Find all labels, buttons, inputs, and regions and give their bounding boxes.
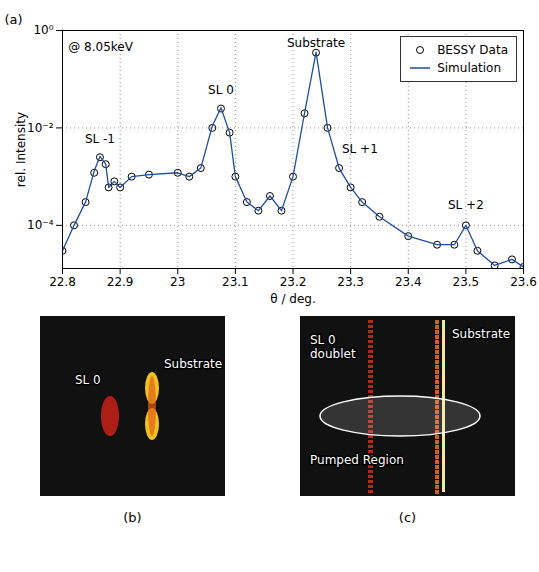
svg-text:10⁻⁴: 10⁻⁴: [27, 218, 54, 232]
svg-text:22.8: 22.8: [49, 275, 76, 289]
svg-text:@ 8.05keV: @ 8.05keV: [68, 40, 133, 54]
svg-text:23.2: 23.2: [280, 275, 307, 289]
svg-text:(b): (b): [123, 510, 141, 525]
svg-text:23.1: 23.1: [222, 275, 249, 289]
svg-text:23.4: 23.4: [395, 275, 422, 289]
svg-text:23.3: 23.3: [337, 275, 364, 289]
svg-text:Pumped Region: Pumped Region: [310, 453, 404, 467]
svg-text:Substrate: Substrate: [164, 357, 222, 371]
svg-text:SL 0: SL 0: [75, 373, 101, 387]
svg-text:(a): (a): [5, 12, 23, 27]
html-text:Simulation: Simulation: [437, 61, 502, 75]
svg-text:22.9: 22.9: [107, 275, 134, 289]
svg-text:SL +2: SL +2: [448, 198, 484, 212]
svg-text:23.5: 23.5: [453, 275, 480, 289]
svg-text:Substrate: Substrate: [452, 327, 510, 341]
svg-text:SL -1: SL -1: [85, 132, 115, 146]
svg-text:23.6: 23.6: [510, 275, 537, 289]
svg-text:Substrate: Substrate: [287, 36, 345, 50]
svg-text:SL 0: SL 0: [208, 83, 234, 97]
svg-text:(c): (c): [399, 510, 416, 525]
html-text:BESSY Data: BESSY Data: [437, 43, 508, 57]
svg-text:SL 0doublet: SL 0doublet: [310, 333, 356, 361]
svg-text:10⁻²: 10⁻²: [27, 121, 54, 135]
svg-text:rel. Intensity: rel. Intensity: [14, 112, 28, 187]
svg-text:θ / deg.: θ / deg.: [270, 292, 315, 306]
svg-text:10⁰: 10⁰: [33, 23, 53, 37]
svg-text:SL +1: SL +1: [342, 142, 378, 156]
svg-text:23: 23: [170, 275, 185, 289]
